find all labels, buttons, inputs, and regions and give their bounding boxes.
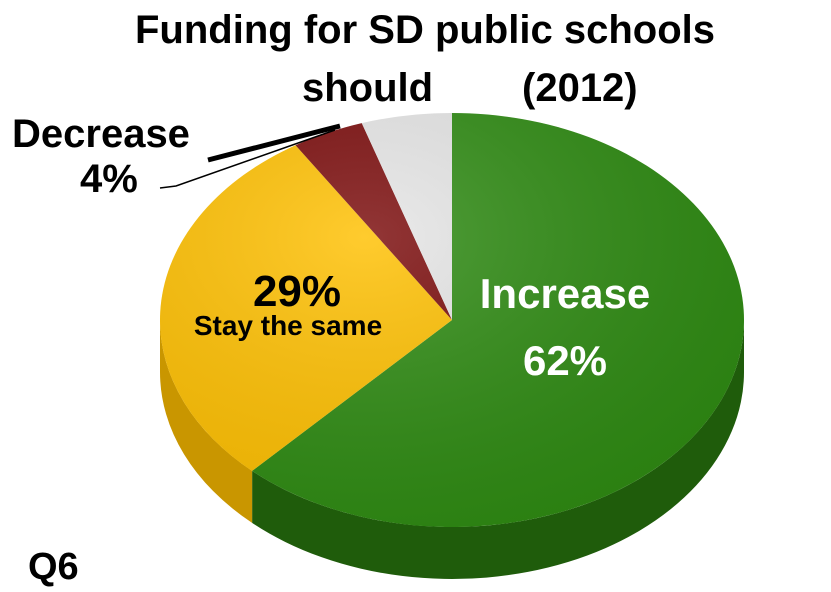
slice-value-stay-the-same: 29%	[253, 267, 341, 316]
leader-line-decrease	[207, 123, 341, 163]
pie-rim-increase	[252, 320, 744, 579]
pie-rim	[160, 320, 744, 579]
slice-value-decrease: 4%	[80, 157, 138, 201]
chart-title-line2-left: should	[302, 66, 434, 110]
slice-label-decrease: Decrease	[12, 112, 190, 156]
slice-label-increase: Increase	[480, 270, 650, 317]
question-label: Q6	[28, 546, 79, 588]
leader-pointer-decrease	[159, 129, 336, 189]
slice-value-increase: 62%	[523, 337, 607, 384]
pie-shading	[160, 113, 744, 527]
chart-title-line1: Funding for SD public schools	[135, 8, 715, 52]
chart-title-line2-right: (2012)	[522, 66, 638, 110]
pie-rim-stay-the-same	[160, 320, 253, 523]
slice-label-stay-the-same: Stay the same	[194, 310, 382, 341]
